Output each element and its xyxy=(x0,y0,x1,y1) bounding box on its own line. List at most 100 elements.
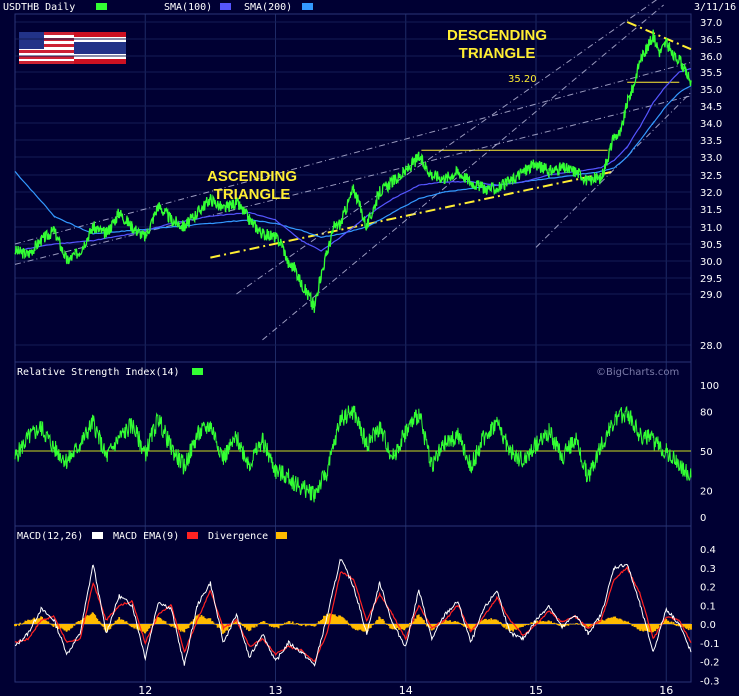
price-tick-label: 36.0 xyxy=(700,52,722,63)
divergence-bar xyxy=(622,621,625,624)
divergence-bar xyxy=(285,623,287,625)
divergence-bar xyxy=(628,623,631,624)
divergence-bar xyxy=(94,615,97,624)
divergence-bar xyxy=(400,624,402,630)
divergence-bar xyxy=(187,624,190,628)
divergence-bar xyxy=(343,619,346,624)
divergence-bar xyxy=(530,622,533,624)
divergence-bar xyxy=(526,624,529,625)
divergence-bar xyxy=(189,622,192,624)
divergence-bar xyxy=(77,620,80,624)
divergence-bar xyxy=(630,623,633,625)
divergence-bar xyxy=(250,624,253,628)
divergence-bar xyxy=(498,622,500,624)
divergence-bar xyxy=(416,615,419,624)
divergence-bar xyxy=(112,624,115,626)
divergence-bar xyxy=(527,624,530,626)
divergence-bar xyxy=(317,621,320,624)
divergence-bar xyxy=(308,624,311,625)
divergence-bar xyxy=(483,619,485,624)
divergence-bar xyxy=(161,620,164,624)
divergence-bar xyxy=(567,624,570,626)
divergence-bar xyxy=(170,624,173,627)
divergence-bar xyxy=(520,624,523,628)
divergence-bar xyxy=(289,623,292,624)
divergence-bar xyxy=(293,623,296,625)
divergence-bar xyxy=(642,624,645,632)
divergence-bar xyxy=(333,614,336,624)
divergence-bar xyxy=(155,619,158,624)
divergence-bar xyxy=(349,624,351,625)
divergence-bar xyxy=(674,624,677,626)
divergence-bar xyxy=(177,624,180,630)
divergence-bar xyxy=(687,624,690,631)
divergence-bar xyxy=(102,624,105,627)
divergence-bar xyxy=(231,623,234,625)
divergence-bar xyxy=(412,621,414,624)
trend-line-channel xyxy=(262,4,664,341)
divergence-bar xyxy=(542,621,545,624)
divergence-bar xyxy=(248,624,251,631)
divergence-bar xyxy=(555,623,558,624)
price-panel xyxy=(14,0,692,341)
divergence-bar xyxy=(75,622,78,624)
divergence-bar xyxy=(637,624,640,630)
divergence-bar xyxy=(66,624,69,631)
divergence-bar xyxy=(89,614,92,624)
divergence-bar xyxy=(525,624,528,625)
divergence-bar xyxy=(30,619,33,624)
ascending-label-line2: TRIANGLE xyxy=(214,186,291,203)
divergence-bar xyxy=(484,618,486,624)
divergence-bar xyxy=(135,624,138,629)
price-tick-label: 35.5 xyxy=(700,68,722,79)
divergence-bar xyxy=(305,624,308,626)
divergence-bar xyxy=(360,624,362,630)
divergence-bar xyxy=(73,624,76,626)
divergence-bar xyxy=(667,620,670,624)
divergence-bar xyxy=(240,624,243,625)
us-flag-icon xyxy=(19,32,74,64)
price-tick-label: 31.0 xyxy=(700,223,722,234)
divergence-bar xyxy=(96,618,99,624)
divergence-bar xyxy=(644,624,647,631)
divergence-bar xyxy=(546,621,549,624)
divergence-bar xyxy=(188,624,191,626)
divergence-bar xyxy=(337,616,339,624)
divergence-bar xyxy=(602,620,605,624)
divergence-bar xyxy=(141,624,144,632)
divergence-bar xyxy=(288,621,291,624)
divergence-bar xyxy=(166,624,169,625)
divergence-bar xyxy=(311,624,313,627)
divergence-bar xyxy=(437,624,439,626)
divergence-bar xyxy=(283,622,286,624)
divergence-bar xyxy=(652,624,655,632)
divergence-bar xyxy=(186,624,189,629)
divergence-bar xyxy=(31,620,34,624)
price-tick-label: 32.0 xyxy=(700,188,722,199)
divergence-bar xyxy=(423,620,425,624)
divergence-bar xyxy=(607,617,610,624)
divergence-bar xyxy=(129,624,132,627)
divergence-bar xyxy=(631,624,634,627)
divergence-bar xyxy=(163,621,166,624)
divergence-bar xyxy=(576,623,579,624)
price-tick-label: 34.0 xyxy=(700,119,722,130)
divergence-bar xyxy=(335,616,337,624)
divergence-bar xyxy=(351,624,353,628)
divergence-bar xyxy=(121,619,124,624)
divergence-bar xyxy=(197,614,200,624)
divergence-bar xyxy=(407,624,410,627)
divergence-bar xyxy=(381,619,384,624)
divergence-bar xyxy=(241,624,244,626)
divergence-bar xyxy=(193,618,196,624)
divergence-bar xyxy=(545,621,548,624)
price-tick-label: 37.0 xyxy=(700,18,722,29)
divergence-bar xyxy=(452,622,455,624)
sma200-legend-swatch xyxy=(302,3,313,10)
divergence-bar xyxy=(90,613,93,624)
divergence-bar xyxy=(98,621,101,624)
divergence-bar xyxy=(62,624,65,630)
divergence-bar xyxy=(261,621,264,624)
divergence-bar xyxy=(425,623,427,625)
rsi-line xyxy=(14,405,692,503)
